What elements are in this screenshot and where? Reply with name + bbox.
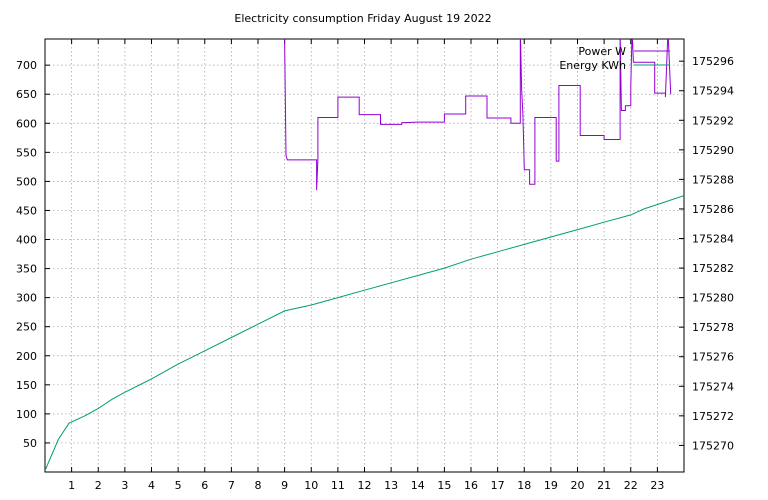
y-tick-label: 350 — [16, 263, 37, 276]
y-tick-label: 250 — [16, 321, 37, 334]
y2-tick-label: 175284 — [692, 233, 734, 246]
x-tick-label: 7 — [228, 479, 235, 492]
x-tick-label: 10 — [304, 479, 318, 492]
x-tick-label: 18 — [517, 479, 531, 492]
x-tick-label: 12 — [358, 479, 372, 492]
x-tick-label: 13 — [384, 479, 398, 492]
grid — [45, 39, 684, 472]
y2-tick-label: 175278 — [692, 321, 734, 334]
y-tick-label: 50 — [23, 437, 37, 450]
y-tick-label: 650 — [16, 88, 37, 101]
y2-tick-label: 175272 — [692, 410, 734, 423]
y-tick-label: 100 — [16, 408, 37, 421]
y-tick-label: 600 — [16, 117, 37, 130]
x-tick-label: 19 — [544, 479, 558, 492]
x-tick-label: 8 — [255, 479, 262, 492]
y2-tick-label: 175276 — [692, 351, 734, 364]
y-tick-label: 400 — [16, 234, 37, 247]
y2-tick-label: 175292 — [692, 114, 734, 127]
x-tick-label: 1 — [68, 479, 75, 492]
series-line-power — [284, 39, 672, 191]
series-line-energy — [45, 195, 684, 471]
y2-tick-label: 175286 — [692, 203, 734, 216]
legend-label: Energy KWh — [559, 59, 626, 72]
x-tick-label: 9 — [281, 479, 288, 492]
x-tick-label: 16 — [464, 479, 478, 492]
axes: 1 2 3 4 5 6 7 8 9 10 11 12 13 14 15 16 17 18 19 20 21 22 23501… — [16, 38, 734, 492]
x-tick-label: 22 — [624, 479, 638, 492]
y2-tick-label: 175280 — [692, 292, 734, 305]
x-tick-label: 2 — [95, 479, 102, 492]
y2-tick-label: 175294 — [692, 85, 734, 98]
y-tick-label: 300 — [16, 292, 37, 305]
y2-tick-label: 175296 — [692, 55, 734, 68]
y-tick-label: 550 — [16, 146, 37, 159]
y-tick-label: 700 — [16, 59, 37, 72]
x-tick-label: 20 — [571, 479, 585, 492]
chart-title: Electricity consumption Friday August 19… — [234, 12, 491, 25]
x-tick-label: 21 — [597, 479, 611, 492]
y-tick-label: 200 — [16, 350, 37, 363]
x-tick-label: 14 — [411, 479, 425, 492]
x-tick-label: 23 — [650, 479, 664, 492]
y2-tick-label: 175274 — [692, 380, 734, 393]
y2-tick-label: 175290 — [692, 144, 734, 157]
legend-label: Power W — [578, 45, 626, 58]
x-tick-label: 15 — [437, 479, 451, 492]
x-tick-label: 4 — [148, 479, 155, 492]
y2-tick-label: 175270 — [692, 439, 734, 452]
y-tick-label: 450 — [16, 204, 37, 217]
x-tick-label: 6 — [201, 479, 208, 492]
x-tick-label: 17 — [491, 479, 505, 492]
x-tick-label: 5 — [175, 479, 182, 492]
y-tick-label: 500 — [16, 175, 37, 188]
plot-frame — [44, 38, 685, 473]
series-layer — [45, 39, 684, 471]
y2-tick-label: 175288 — [692, 173, 734, 186]
x-tick-label: 3 — [121, 479, 128, 492]
y2-tick-label: 175282 — [692, 262, 734, 275]
y-tick-label: 150 — [16, 379, 37, 392]
x-tick-label: 11 — [331, 479, 345, 492]
